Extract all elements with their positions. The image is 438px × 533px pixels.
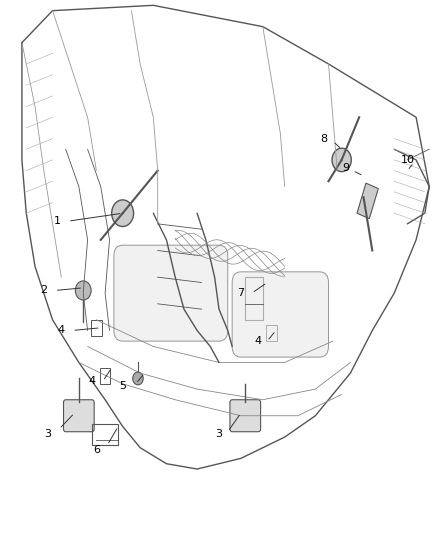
FancyBboxPatch shape [230, 400, 261, 432]
Text: 8: 8 [321, 134, 328, 143]
Text: 9: 9 [343, 163, 350, 173]
Text: 7: 7 [237, 288, 244, 298]
Text: 6: 6 [93, 446, 100, 455]
Text: 4: 4 [58, 326, 65, 335]
Bar [100, 368, 110, 384]
Text: 10: 10 [400, 155, 414, 165]
Bar [245, 277, 263, 320]
Text: 3: 3 [45, 430, 52, 439]
FancyBboxPatch shape [232, 272, 328, 357]
Text: 5: 5 [119, 382, 126, 391]
Circle shape [332, 148, 351, 172]
Text: 1: 1 [53, 216, 60, 226]
FancyBboxPatch shape [64, 400, 94, 432]
Circle shape [75, 281, 91, 300]
Bar [357, 183, 378, 219]
Text: 4: 4 [255, 336, 262, 346]
Bar [266, 325, 277, 341]
Text: 3: 3 [215, 430, 223, 439]
Circle shape [133, 372, 143, 385]
Bar [91, 320, 102, 336]
Bar [92, 424, 118, 445]
FancyBboxPatch shape [114, 245, 228, 341]
Text: 4: 4 [88, 376, 95, 386]
Text: 2: 2 [40, 286, 47, 295]
Circle shape [112, 200, 134, 227]
